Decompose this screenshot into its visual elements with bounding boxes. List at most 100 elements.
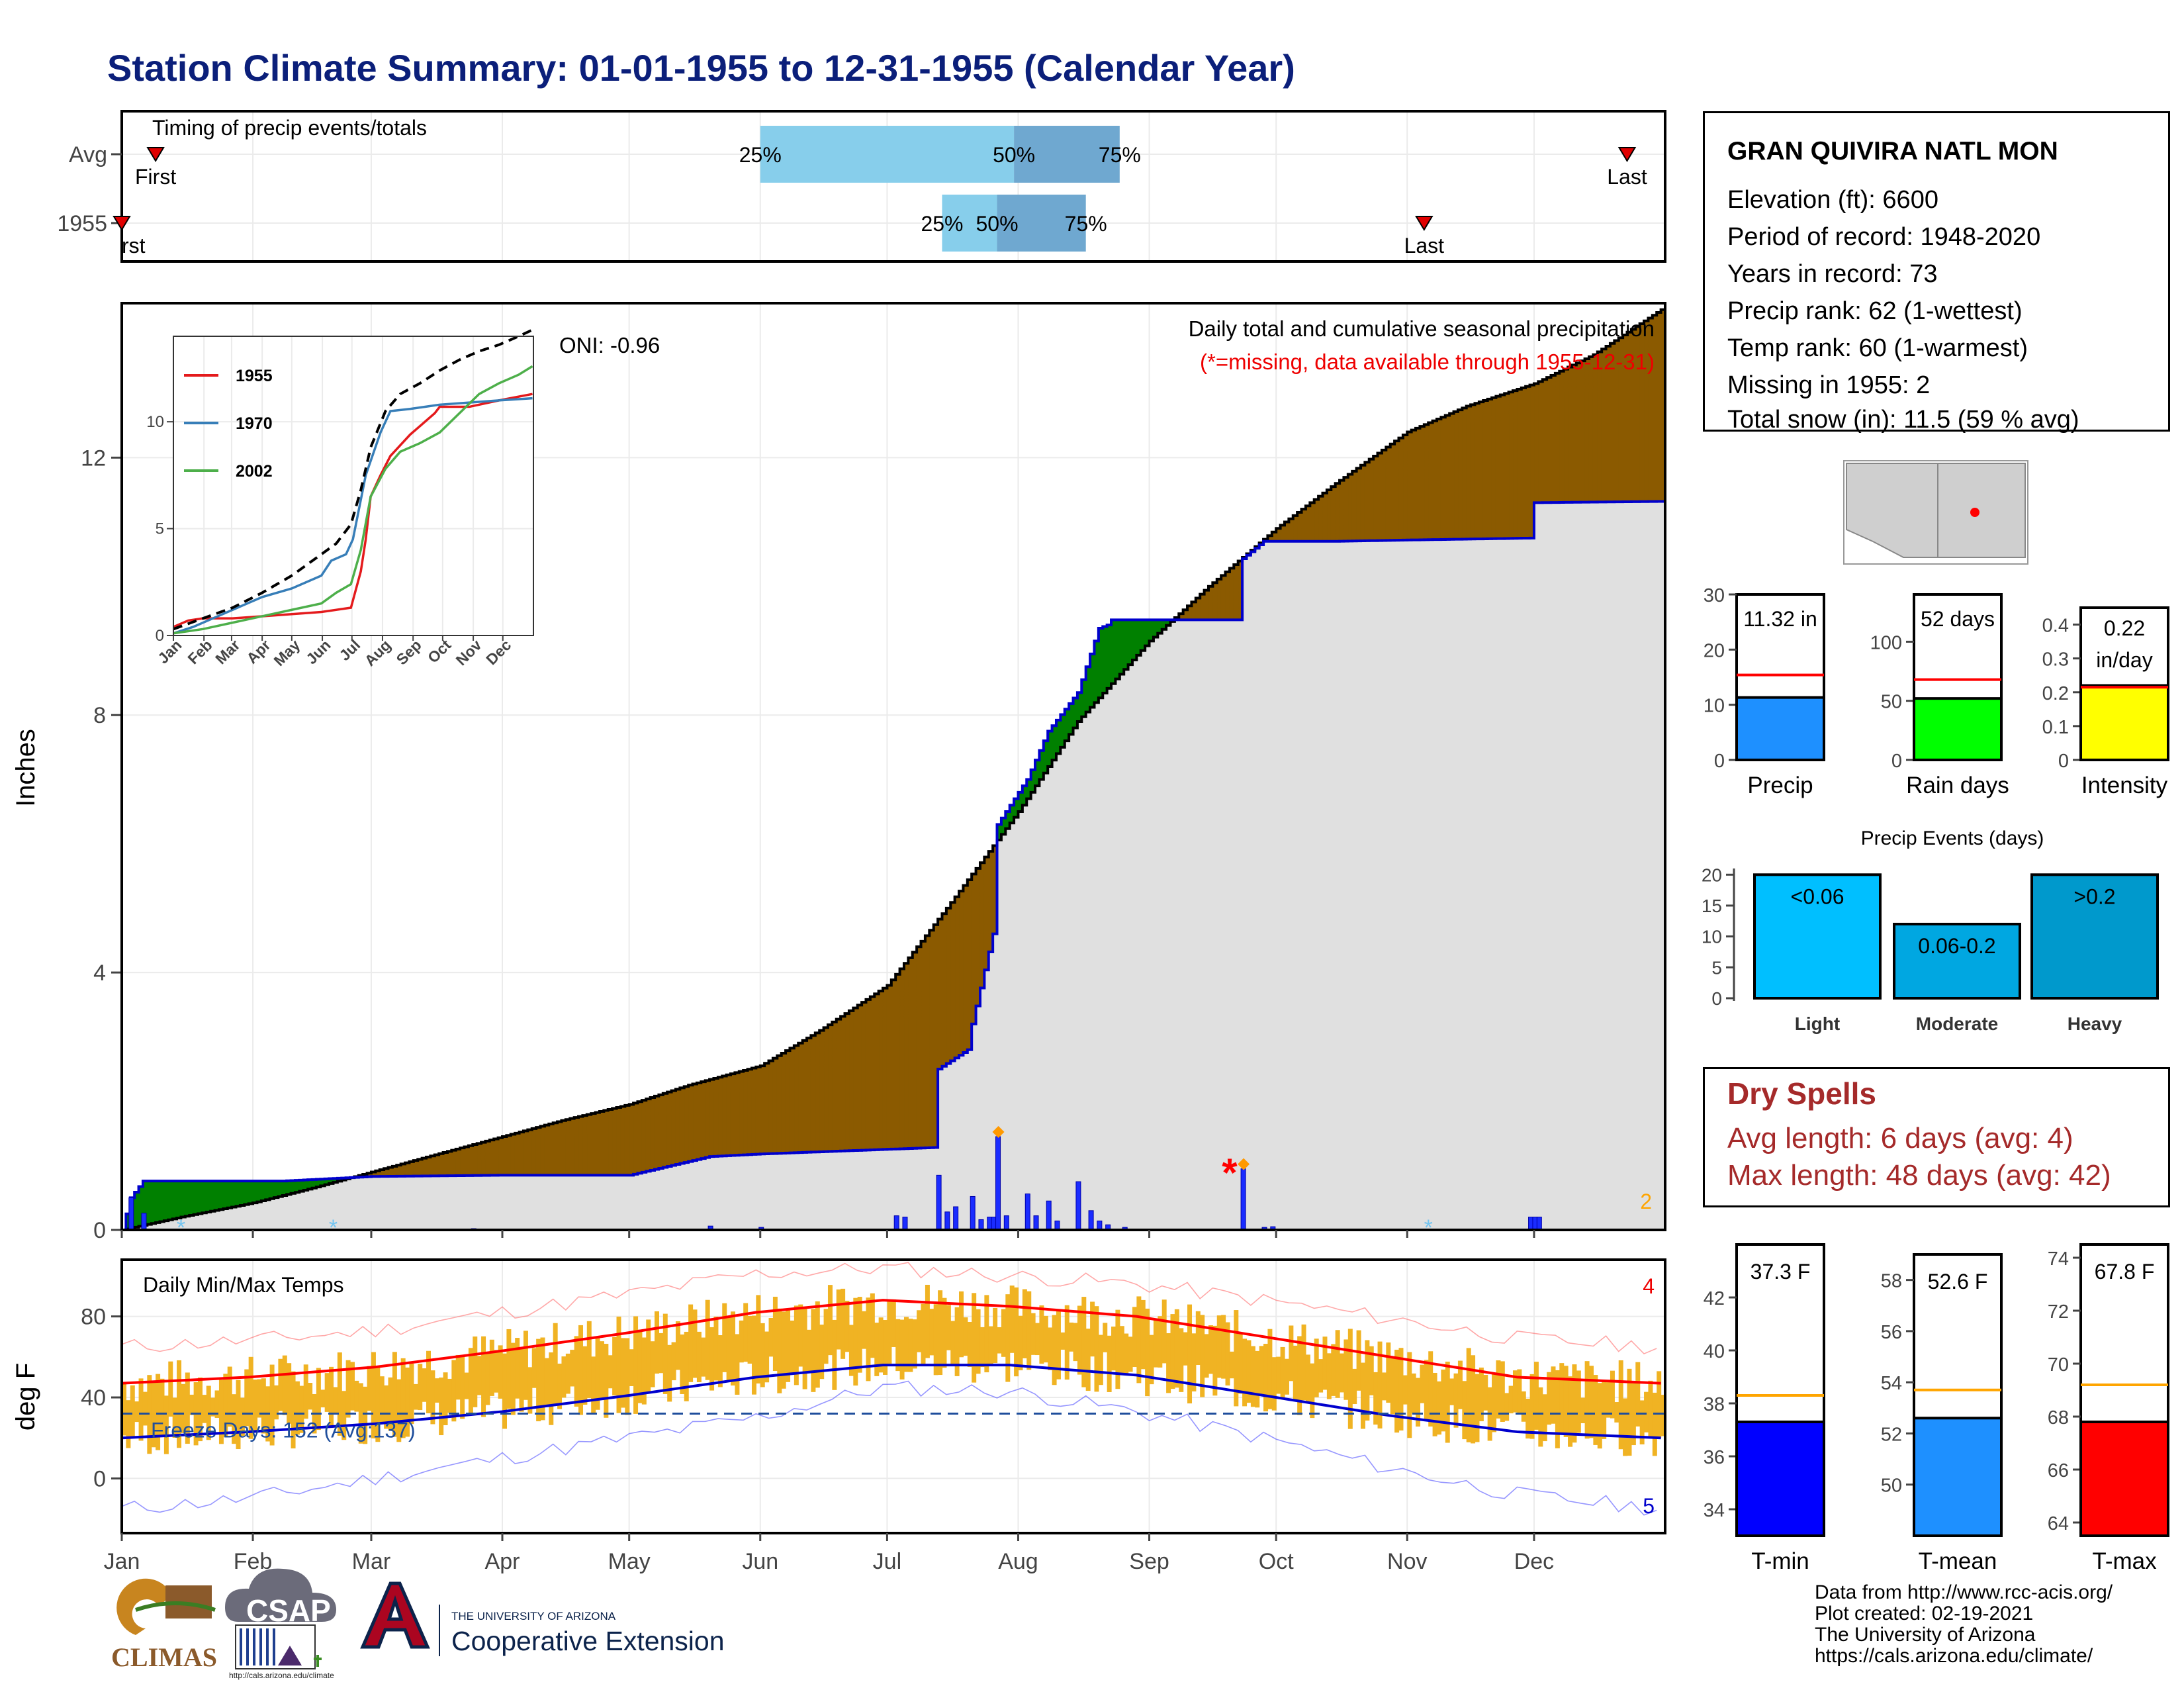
- daily-temp-bar: [1115, 1309, 1120, 1389]
- daily-temp-bar: [684, 1331, 689, 1401]
- daily-temp-bar: [126, 1400, 131, 1448]
- small-bar-value-label: in/day: [2096, 648, 2152, 672]
- daily-temp-bar: [1238, 1334, 1243, 1394]
- daily-temp-bar: [1060, 1332, 1066, 1350]
- daily-temp-bar: [185, 1372, 190, 1444]
- daily-temp-bar: [827, 1285, 833, 1356]
- daily-temp-bar: [1381, 1372, 1387, 1401]
- inset-y-tick-label: 0: [156, 627, 164, 645]
- daily-temp-bar: [595, 1338, 600, 1410]
- daily-temp-bar: [291, 1371, 296, 1449]
- daily-temp-bar: [1161, 1299, 1167, 1364]
- small-bar-category: Intensity: [2081, 773, 2168, 798]
- precip-events-bar-label: <0.06: [1791, 884, 1844, 908]
- daily-temp-bar: [324, 1373, 330, 1412]
- daily-temp-bar: [1005, 1294, 1011, 1382]
- daily-temp-bar: [460, 1354, 465, 1419]
- daily-temp-bar: [1606, 1382, 1611, 1418]
- daily-temp-bar: [1576, 1370, 1581, 1433]
- inset-x-tick-label: Apr: [243, 636, 273, 667]
- daily-temp-bar: [1593, 1375, 1598, 1445]
- daily-temp-bar: [1064, 1305, 1069, 1380]
- daily-temp-bar: [705, 1299, 710, 1380]
- daily-temp-bar: [586, 1321, 592, 1398]
- daily-temp-bar: [1077, 1305, 1082, 1375]
- daily-temp-bar: [899, 1319, 905, 1380]
- daily-temp-bar: [908, 1319, 913, 1372]
- x-tick-label: Jul: [873, 1549, 901, 1574]
- daily-temp-bar: [434, 1378, 439, 1403]
- daily-temp-bar: [354, 1380, 359, 1412]
- station-period: Period of record: 1948-2020: [1727, 223, 2041, 251]
- daily-temp-bar: [358, 1383, 363, 1444]
- daily-temp-bar: [1533, 1362, 1539, 1430]
- daily-temp-bar: [878, 1317, 884, 1373]
- last-marker: [1415, 216, 1433, 231]
- daily-temp-bar: [1280, 1346, 1285, 1398]
- daily-temp-bar: [1204, 1334, 1209, 1378]
- daily-temp-bar: [1436, 1381, 1441, 1435]
- daily-temp-bar: [1187, 1304, 1193, 1404]
- x-tick-label: Jun: [742, 1549, 778, 1574]
- small-bar-value-label: 67.8 F: [2095, 1260, 2155, 1284]
- daily-temp-bar: [1657, 1371, 1662, 1438]
- precip-events-bar-label: 0.06-0.2: [1918, 934, 1995, 958]
- daily-temp-bar: [667, 1344, 672, 1402]
- timing-p50-label: 50%: [976, 212, 1019, 236]
- daily-temp-bar: [481, 1336, 486, 1417]
- daily-temp-bar: [329, 1366, 334, 1429]
- daily-temp-bar: [574, 1336, 579, 1407]
- daily-temp-bar: [181, 1383, 186, 1433]
- daily-temp-bar: [794, 1305, 799, 1385]
- daily-temp-bar: [422, 1368, 427, 1402]
- x-tick-label: Jan: [104, 1549, 140, 1574]
- daily-temp-bar: [341, 1391, 347, 1440]
- daily-temp-bar: [345, 1360, 351, 1418]
- oni-label: ONI: -0.96: [559, 333, 660, 357]
- daily-temp-bar: [1614, 1402, 1619, 1423]
- credit-org: The University of Arizona: [1815, 1624, 2036, 1646]
- daily-temp-bar: [189, 1394, 195, 1415]
- small-bar-category: T-max: [2092, 1548, 2157, 1574]
- daily-temp-bar: [582, 1346, 588, 1405]
- daily-temp-bar: [1221, 1315, 1226, 1379]
- daily-temp-bar: [967, 1322, 972, 1367]
- timing-chart: Timing of precip events/totals Avg 25% 50% 7…: [57, 110, 1666, 263]
- daily-temp-bar: [912, 1319, 917, 1369]
- daily-temp-bar: [701, 1337, 706, 1377]
- timing-frame: [120, 110, 1666, 263]
- observed-cumulative-line: [122, 500, 1665, 1231]
- daily-precip-bar: [1024, 1194, 1030, 1231]
- daily-temp-bar: [1140, 1299, 1146, 1370]
- daily-temp-bar: [1386, 1342, 1391, 1403]
- daily-temp-bar: [781, 1311, 786, 1389]
- freeze-days-label: Freeze Days: 152 (Avg:137): [151, 1419, 416, 1442]
- daily-temp-bar: [823, 1309, 829, 1364]
- station-years: Years in record: 73: [1727, 260, 1938, 288]
- ua-logo-icon: [360, 1581, 430, 1649]
- daily-temp-bar: [371, 1352, 376, 1438]
- daily-temp-bar: [1310, 1363, 1315, 1419]
- daily-temp-bar: [696, 1331, 702, 1383]
- daily-temp-bar: [1551, 1366, 1556, 1424]
- daily-temp-bar: [722, 1303, 727, 1372]
- daily-temp-bar: [1331, 1344, 1336, 1396]
- precip-events-bar: [1753, 873, 1882, 1000]
- daily-precip-bar: [995, 1136, 1001, 1231]
- ua-logo-small: THE UNIVERSITY OF ARIZONA: [451, 1610, 616, 1622]
- daily-temp-bar: [1471, 1355, 1476, 1444]
- daily-temp-bar: [1326, 1353, 1332, 1399]
- small-bar-tick-label: 54: [1881, 1373, 1902, 1394]
- timing-p75-label: 75%: [1099, 143, 1141, 167]
- daily-temp-bar: [629, 1349, 634, 1386]
- daily-temp-bar: [887, 1300, 892, 1364]
- daily-temp-bar: [1618, 1360, 1623, 1450]
- timing-p50-label: 50%: [993, 143, 1035, 167]
- daily-temp-bar: [1242, 1338, 1248, 1407]
- small-bar-tick-label: 38: [1704, 1394, 1725, 1415]
- daily-temp-bar: [1301, 1324, 1306, 1401]
- station-elevation: Elevation (ft): 6600: [1727, 186, 1938, 214]
- daily-temp-bar: [1504, 1393, 1510, 1421]
- climas-icon: [135, 1601, 216, 1612]
- daily-temp-bar: [1297, 1336, 1302, 1415]
